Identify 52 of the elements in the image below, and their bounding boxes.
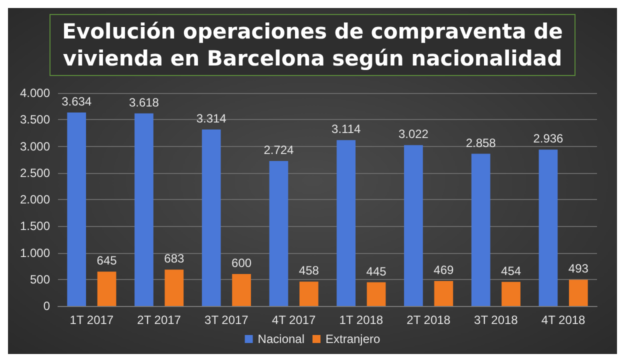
data-label: 3.618 — [128, 95, 160, 110]
data-label: 493 — [568, 262, 589, 276]
bar — [97, 272, 116, 306]
bar — [471, 154, 490, 306]
data-label: 3.114 — [332, 122, 361, 136]
data-label: 600 — [232, 256, 252, 270]
x-tick-label: 4T 2017 — [272, 313, 316, 327]
bar — [134, 113, 154, 306]
y-tick-label: 2.000 — [20, 192, 50, 206]
data-label: 3.634 — [62, 94, 92, 108]
data-label: 2.936 — [533, 132, 564, 146]
x-tick-label: 4T 2018 — [541, 313, 586, 327]
x-tick-label: 1T 2017 — [70, 313, 114, 327]
bar — [269, 160, 288, 306]
data-label: 2.858 — [466, 136, 496, 150]
bar — [67, 112, 86, 306]
data-label: 454 — [501, 264, 522, 278]
data-label: 3.022 — [398, 127, 429, 142]
bar — [336, 140, 356, 306]
data-label: 3.314 — [196, 112, 227, 126]
y-tick-label: 1.500 — [20, 219, 50, 234]
y-tick-label: 1.000 — [20, 246, 50, 260]
data-label: 458 — [298, 264, 320, 278]
x-tick-label: 2T 2017 — [137, 313, 182, 327]
y-tick-label: 3.500 — [20, 112, 50, 127]
chart-title: Evolución operaciones de compraventa de vivienda en Barcelona según nacionalidad — [62, 20, 563, 70]
bar — [434, 281, 454, 306]
data-label: 683 — [164, 252, 184, 266]
data-label: 2.724 — [264, 142, 294, 157]
x-tick-label: 3T 2017 — [204, 313, 249, 327]
bar — [404, 145, 423, 306]
y-tick-label: 500 — [30, 272, 50, 286]
y-tick-label: 2.500 — [20, 166, 50, 180]
bar — [568, 280, 588, 306]
bar — [299, 282, 318, 306]
y-tick-label: 0 — [43, 299, 50, 313]
bar — [538, 150, 558, 306]
legend-label: Extranjero — [326, 332, 381, 346]
x-tick-label: 2T 2018 — [406, 313, 451, 327]
data-label: 469 — [434, 263, 454, 278]
data-label: 645 — [96, 254, 118, 268]
bar — [202, 130, 221, 306]
y-tick-label: 4.000 — [20, 86, 50, 100]
bar — [502, 282, 520, 306]
bar — [232, 274, 251, 306]
bar — [366, 282, 386, 306]
y-tick-label: 3.000 — [20, 139, 50, 154]
bar — [164, 270, 184, 306]
data-label: 445 — [366, 264, 387, 278]
x-tick-label: 1T 2018 — [339, 313, 384, 327]
x-tick-label: 3T 2018 — [474, 313, 518, 327]
legend-label: Nacional — [258, 332, 305, 346]
